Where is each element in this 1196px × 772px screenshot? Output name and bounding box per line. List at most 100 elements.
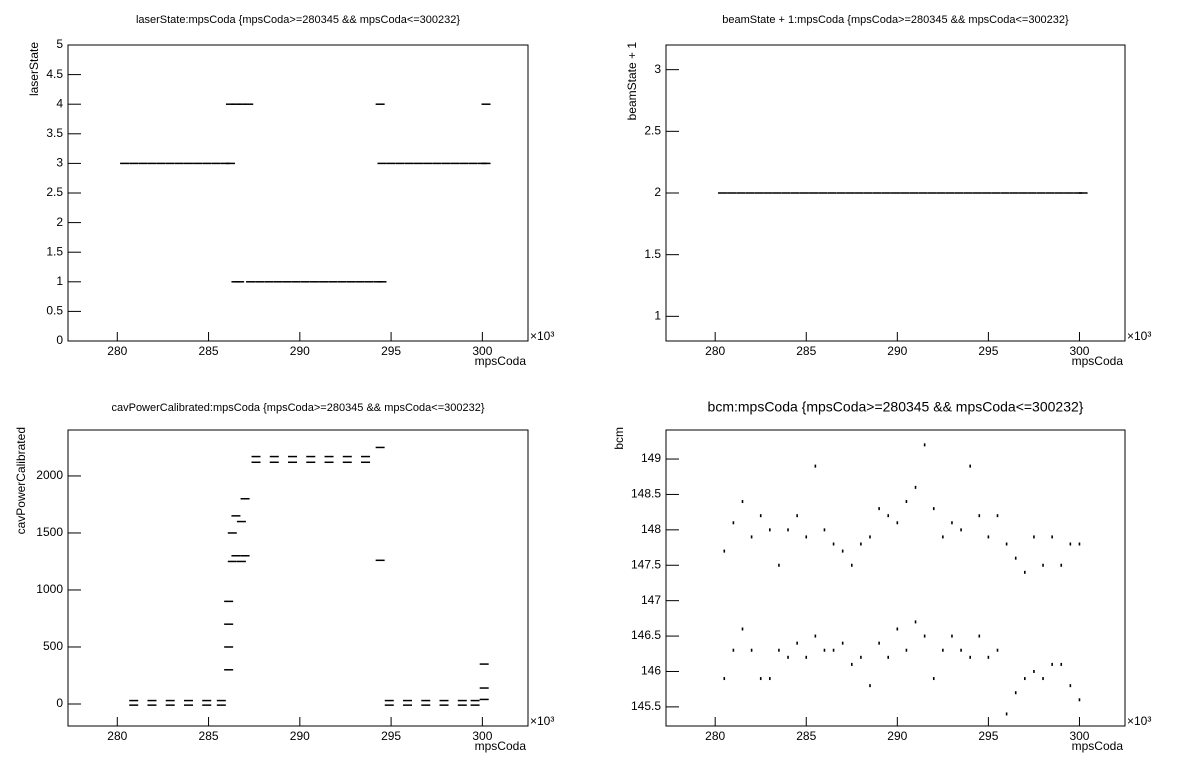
chart-title: cavPowerCalibrated:mpsCoda {mpsCoda>=280… bbox=[111, 402, 484, 414]
point bbox=[841, 549, 844, 553]
x-tick-label: 295 bbox=[978, 729, 998, 743]
point bbox=[960, 648, 962, 652]
point bbox=[306, 455, 316, 458]
point bbox=[769, 528, 771, 532]
point bbox=[269, 461, 279, 464]
point bbox=[224, 669, 234, 671]
point bbox=[863, 192, 873, 194]
point bbox=[216, 704, 226, 706]
y-tick-label: 1.5 bbox=[46, 244, 63, 258]
x-tick-label: 280 bbox=[705, 729, 725, 743]
point bbox=[727, 192, 737, 194]
point bbox=[790, 192, 800, 194]
point bbox=[138, 162, 148, 165]
point bbox=[413, 162, 423, 165]
point bbox=[878, 641, 880, 645]
point bbox=[963, 192, 973, 194]
y-tick-label: 3.5 bbox=[46, 126, 63, 140]
point bbox=[193, 162, 203, 165]
point bbox=[891, 192, 900, 194]
point bbox=[1005, 542, 1008, 546]
y-tick-label: 0.5 bbox=[46, 304, 63, 318]
point bbox=[814, 634, 817, 638]
point bbox=[1024, 677, 1026, 681]
y-tick-label: 4 bbox=[56, 96, 63, 110]
y-tick-label: 500 bbox=[43, 639, 63, 653]
point bbox=[860, 655, 862, 659]
point bbox=[282, 281, 292, 283]
y-axis-label: beamState + 1 bbox=[625, 42, 639, 121]
point bbox=[216, 699, 226, 702]
point bbox=[799, 192, 809, 194]
x-tick-label: 285 bbox=[199, 729, 219, 743]
plot-frame bbox=[67, 429, 529, 727]
point bbox=[421, 699, 431, 702]
point bbox=[918, 192, 928, 194]
point bbox=[805, 655, 808, 659]
x-axis-label: mpsCoda bbox=[1072, 354, 1124, 368]
x-tick-label: 285 bbox=[199, 344, 219, 358]
point bbox=[1036, 192, 1046, 194]
point bbox=[361, 461, 371, 464]
x-tick-label: 280 bbox=[107, 344, 127, 358]
point bbox=[832, 648, 835, 652]
point bbox=[236, 560, 246, 563]
point bbox=[869, 535, 871, 539]
point bbox=[1078, 542, 1081, 546]
point bbox=[860, 542, 862, 546]
point bbox=[1000, 192, 1010, 194]
point bbox=[364, 281, 374, 283]
point bbox=[384, 699, 394, 702]
point bbox=[1078, 698, 1081, 702]
point bbox=[909, 192, 919, 194]
point bbox=[854, 192, 864, 194]
point bbox=[439, 699, 449, 702]
point bbox=[1045, 192, 1055, 194]
point bbox=[878, 507, 880, 511]
point bbox=[236, 520, 246, 523]
point bbox=[220, 162, 230, 165]
y-tick-label: 145.5 bbox=[631, 699, 661, 713]
point bbox=[960, 528, 962, 532]
point bbox=[763, 192, 773, 194]
y-axis-label: cavPowerCalibrated bbox=[14, 427, 28, 534]
x-exponent: ×10³ bbox=[1127, 714, 1151, 728]
point bbox=[395, 162, 405, 165]
chart-title: beamState + 1:mpsCoda {mpsCoda>=280345 &… bbox=[722, 14, 1069, 26]
point bbox=[796, 641, 798, 645]
point bbox=[306, 461, 316, 464]
y-tick-label: 1.5 bbox=[644, 247, 661, 261]
point bbox=[841, 641, 844, 645]
point bbox=[291, 281, 301, 283]
x-axis-label: mpsCoda bbox=[475, 739, 527, 753]
point bbox=[754, 192, 764, 194]
point bbox=[244, 103, 254, 105]
point bbox=[288, 461, 298, 464]
point bbox=[342, 455, 352, 458]
point bbox=[328, 281, 338, 283]
point bbox=[231, 555, 241, 557]
point bbox=[174, 162, 184, 165]
y-axis-label: bcm bbox=[612, 427, 626, 450]
y-tick-label: 2000 bbox=[36, 468, 63, 482]
y-tick-label: 146.5 bbox=[631, 628, 661, 642]
point bbox=[236, 103, 246, 105]
point bbox=[996, 648, 999, 652]
x-tick-label: 300 bbox=[1069, 729, 1089, 743]
y-tick-label: 1500 bbox=[36, 525, 63, 539]
point bbox=[251, 461, 261, 464]
point bbox=[375, 103, 385, 105]
point bbox=[269, 455, 279, 458]
point bbox=[273, 281, 283, 283]
point bbox=[923, 634, 926, 638]
point bbox=[183, 704, 193, 706]
y-tick-label: 1 bbox=[654, 309, 661, 323]
point bbox=[951, 634, 953, 638]
y-tick-label: 5 bbox=[56, 37, 63, 51]
point bbox=[225, 103, 235, 105]
point bbox=[1060, 662, 1063, 666]
point bbox=[227, 532, 237, 534]
point bbox=[1042, 563, 1044, 567]
point bbox=[1069, 684, 1072, 688]
point bbox=[231, 515, 241, 517]
